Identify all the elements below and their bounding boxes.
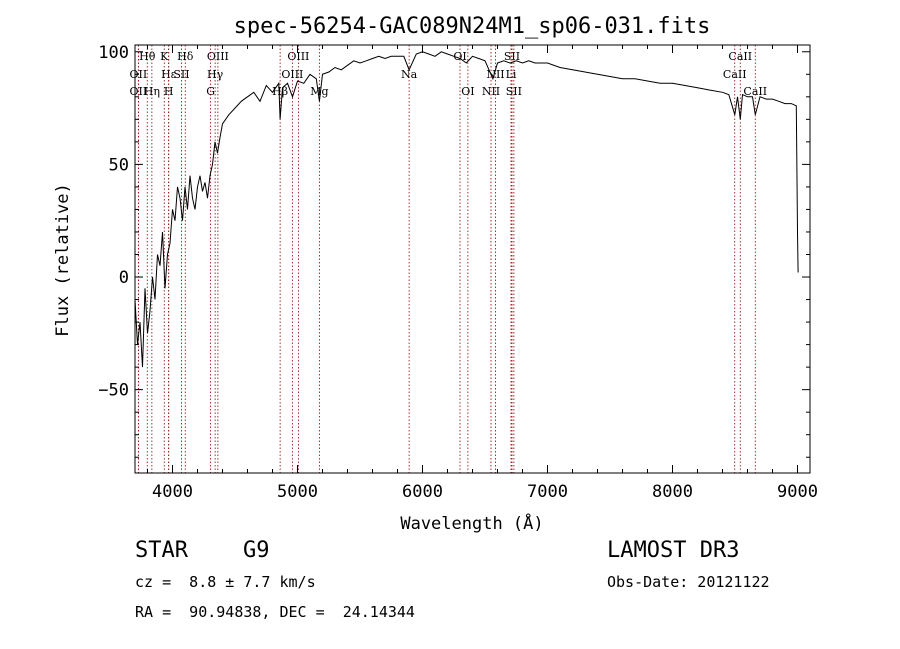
chart-title: spec-56254-GAC089N24M1_sp06-031.fits	[234, 14, 711, 39]
y-axis-label: Flux (relative)	[53, 183, 73, 337]
y-tick-label: 0	[119, 268, 129, 288]
line-marker-label: CaII	[723, 68, 747, 81]
object-class: STAR	[135, 538, 188, 563]
x-tick-label: 5000	[277, 482, 318, 502]
x-tick-label: 6000	[402, 482, 443, 502]
line-marker-label: K	[160, 50, 169, 63]
survey-label: LAMOST DR3	[607, 538, 740, 563]
x-tick-label: 4000	[152, 482, 193, 502]
line-marker-label: Na	[401, 68, 418, 81]
obs-date: Obs-Date: 20121122	[607, 573, 770, 591]
line-marker-label: NII	[482, 85, 500, 98]
line-marker-label: Hγ	[207, 68, 224, 81]
line-marker-label: Li	[506, 68, 517, 81]
line-marker-label: Hβ	[272, 85, 288, 98]
spectrum-series	[134, 51, 799, 368]
axis-ticks: 4000 5000 6000 7000 8000 9000 −50 0 50 100	[98, 43, 818, 502]
y-tick-label: −50	[98, 381, 129, 401]
object-subclass: G9	[243, 538, 270, 563]
line-marker-label: CaII	[728, 50, 752, 63]
line-marker-label: SII	[504, 50, 520, 63]
x-tick-label: 8000	[652, 482, 693, 502]
line-marker-label: OI	[461, 85, 474, 98]
spectrum-line	[134, 51, 799, 368]
x-tick-label: 9000	[777, 482, 818, 502]
line-marker-label: SII	[506, 85, 522, 98]
redshift-text: cz = 8.8 ± 7.7 km/s	[135, 573, 316, 591]
x-tick-label: 7000	[527, 482, 568, 502]
y-tick-label: 100	[98, 43, 129, 63]
y-tick-label: 50	[109, 155, 129, 175]
line-marker-label: OIII	[287, 50, 309, 63]
line-marker-label: OII	[130, 85, 148, 98]
line-marker-label: G	[206, 85, 215, 98]
line-marker-label: Hδ	[177, 50, 194, 63]
line-marker-label: Mg	[310, 85, 328, 98]
coordinates: RA = 90.94838, DEC = 24.14344	[135, 603, 415, 621]
x-axis-label: Wavelength (Å)	[400, 512, 543, 534]
line-marker-label: OI	[453, 50, 466, 63]
line-marker-label: OIII	[281, 68, 303, 81]
line-marker-label: CaII	[743, 85, 767, 98]
line-marker-label: Hη	[144, 85, 160, 98]
line-marker-label: OIII	[207, 50, 229, 63]
line-marker-label: H	[164, 85, 174, 98]
plot-frame	[134, 44, 811, 474]
line-marker-label: SII	[173, 68, 189, 81]
